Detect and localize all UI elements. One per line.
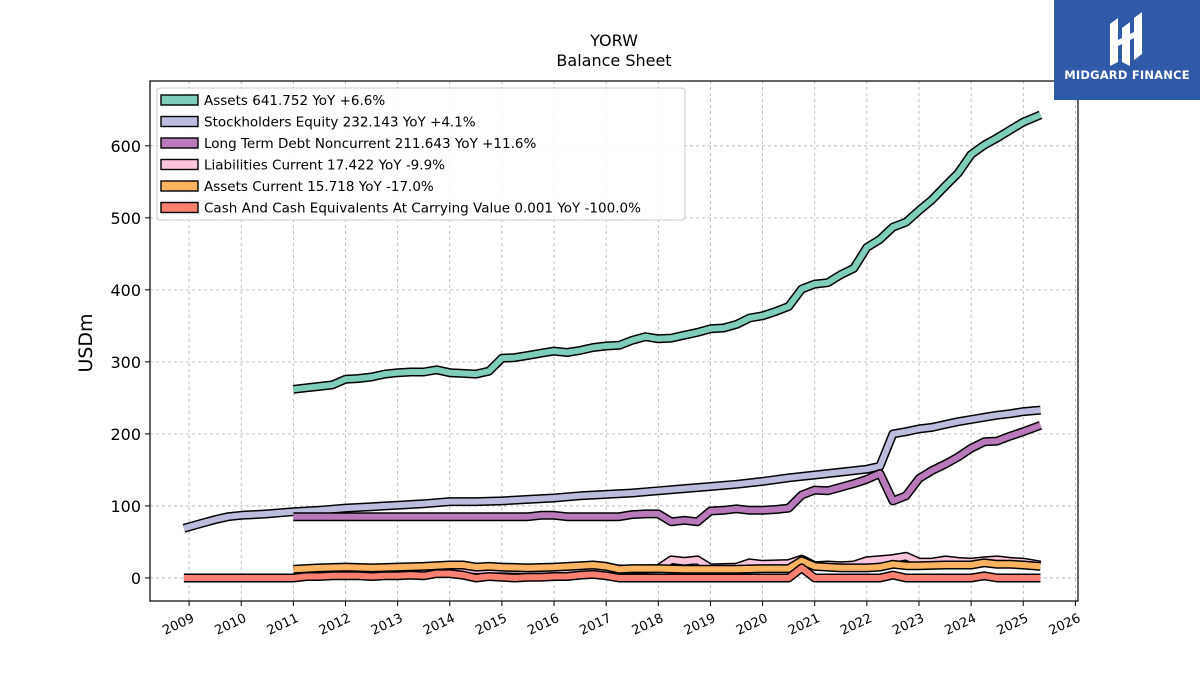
legend-swatch <box>160 180 199 192</box>
x-tick-label: 2017 <box>578 611 614 639</box>
x-tick-label: 2015 <box>473 611 509 639</box>
x-tick-label: 2019 <box>682 611 718 639</box>
x-tick-label: 2018 <box>630 611 666 639</box>
legend-label: Stockholders Equity 232.143 YoY +4.1% <box>204 115 476 131</box>
y-tick-label: 100 <box>110 497 141 516</box>
x-tick-label: 2020 <box>734 611 770 639</box>
series-layer <box>182 110 1043 583</box>
x-tick-label: 2023 <box>890 611 926 639</box>
legend-label: Liabilities Current 17.422 YoY -9.9% <box>204 158 445 174</box>
legend-swatch <box>160 158 199 171</box>
legend-swatch <box>160 94 199 106</box>
chart-subtitle: Balance Sheet <box>556 51 672 70</box>
legend-box <box>156 87 686 221</box>
x-tick-label: 2016 <box>525 611 561 639</box>
y-tick-label: 0 <box>131 569 141 588</box>
series-line-1 <box>183 407 1041 532</box>
midgard-logo-icon <box>1110 12 1142 66</box>
x-tick-label: 2012 <box>317 611 353 639</box>
y-axis-label: USDm <box>75 313 97 372</box>
legend-swatch <box>160 137 199 149</box>
x-tick-label: 2025 <box>995 611 1031 639</box>
x-tick-label: 2014 <box>421 611 457 639</box>
x-tick-label: 2010 <box>213 611 249 639</box>
plot-frame <box>149 80 1079 602</box>
legend-swatch <box>160 201 199 214</box>
legend-label: Assets 641.752 YoY +6.6% <box>204 93 385 109</box>
x-tick-label: 2022 <box>838 611 874 639</box>
legend-label: Assets Current 15.718 YoY -17.0% <box>204 179 434 195</box>
y-tick-label: 400 <box>110 281 141 300</box>
legend-swatch <box>160 115 199 128</box>
chart-title-block: YORW Balance Sheet <box>150 31 1078 71</box>
x-tick-label: 2024 <box>942 611 978 639</box>
series-line-5 <box>183 564 1041 581</box>
brand-name: MIDGARD FINANCE <box>1064 68 1190 82</box>
legend: Assets 641.752 YoY +6.6% Stockholders Equ… <box>156 87 686 221</box>
y-tick-label: 200 <box>110 425 141 444</box>
series-line-0 <box>293 112 1042 393</box>
x-tick-label: 2026 <box>1047 611 1083 639</box>
legend-label: Long Term Debt Noncurrent 211.643 YoY +1… <box>204 136 536 152</box>
y-axis-ticks: 0 100 200 300 400 500 600 <box>110 137 150 588</box>
brand-logo: MIDGARD FINANCE <box>1054 0 1200 100</box>
chart-title: YORW <box>590 31 638 50</box>
y-tick-label: 600 <box>110 137 141 156</box>
y-tick-label: 500 <box>110 209 141 228</box>
x-tick-label: 2021 <box>786 611 822 639</box>
x-tick-label: 2011 <box>265 611 301 639</box>
y-tick-label: 300 <box>110 353 141 372</box>
series-line-2 <box>293 422 1042 525</box>
legend-label: Cash And Cash Equivalents At Carrying Va… <box>204 201 641 217</box>
x-tick-label: 2013 <box>369 611 405 639</box>
x-axis-ticks: 2009 2010 2011 2012 2013 2014 2015 2016 2017 2018… <box>160 601 1083 639</box>
series-line-4 <box>293 557 1041 573</box>
x-tick-label: 2009 <box>160 611 196 639</box>
